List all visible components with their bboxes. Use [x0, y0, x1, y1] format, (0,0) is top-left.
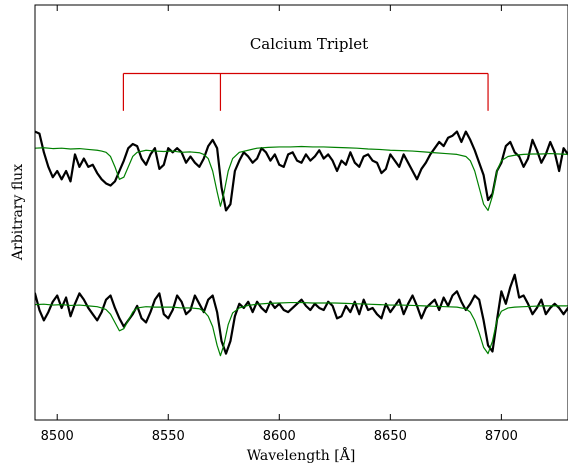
x-axis-label: Wavelength [Å]	[247, 446, 356, 464]
plot-area	[35, 130, 568, 357]
x-tick-label: 8600	[263, 429, 296, 444]
x-tick-label: 8700	[485, 429, 518, 444]
x-tick-label: 8650	[374, 429, 407, 444]
observed-spectrum-line-upper	[35, 130, 568, 212]
model-spectrum-line-lower	[35, 301, 568, 357]
x-tick-label: 8550	[152, 429, 185, 444]
x-axis-ticks: 8500 8550 8600 8650 8700	[41, 5, 518, 444]
x-tick-label: 8500	[41, 429, 74, 444]
model-spectrum-line-upper	[35, 145, 568, 212]
plot-frame	[34, 4, 568, 421]
y-axis-label: Arbitrary flux	[10, 164, 26, 261]
observed-spectrum-line-lower	[35, 273, 568, 355]
annotation-label: Calcium Triplet	[250, 35, 368, 53]
calcium-triplet-annotation: Calcium Triplet	[122, 35, 489, 111]
